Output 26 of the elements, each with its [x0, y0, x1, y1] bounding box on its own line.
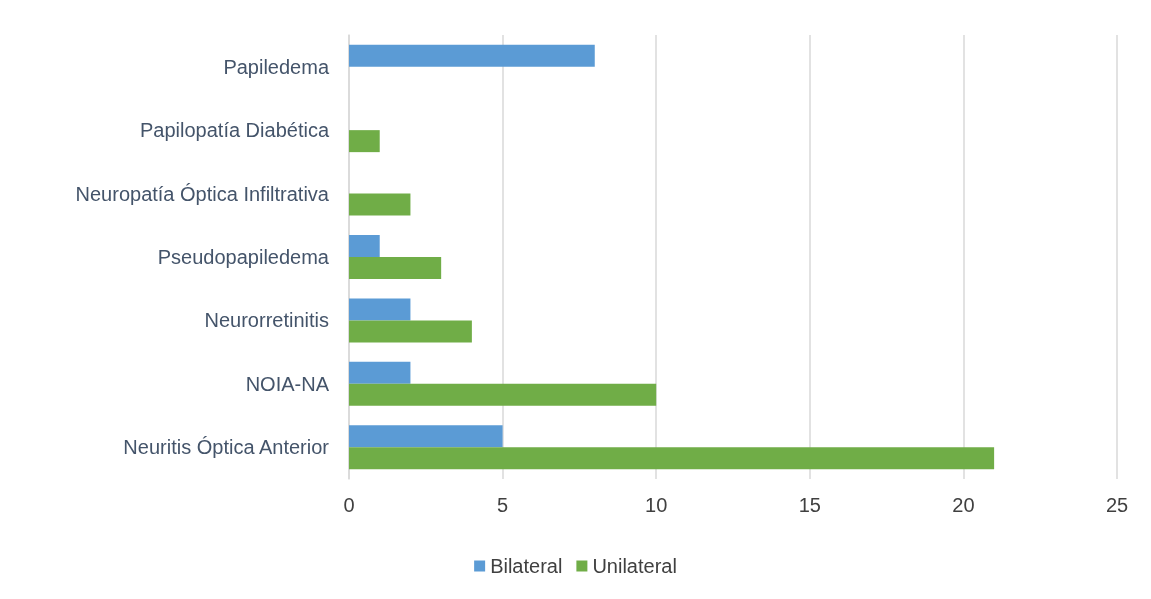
bar [349, 298, 411, 321]
legend-label: Unilateral [592, 555, 677, 577]
bar [349, 447, 995, 470]
bar [349, 320, 472, 343]
y-tick-label: NOIA-NA [245, 372, 330, 395]
y-tick-label: Papilopatía Diabética [139, 119, 330, 142]
x-tick-label: 15 [798, 494, 821, 516]
y-tick-label: Pseudopapiledema [157, 246, 330, 268]
x-tick-label: 10 [645, 494, 668, 516]
bar [349, 44, 595, 67]
y-tick-label: Neuropatía Óptica Infiltrativa [75, 182, 330, 205]
bar [349, 130, 380, 153]
y-tick-label: Neurorretinitis [204, 309, 329, 332]
x-tick-label: 0 [343, 494, 355, 516]
x-tick-label: 20 [952, 494, 975, 516]
bar [349, 425, 503, 448]
bar [349, 383, 657, 406]
y-tick-label: Papiledema [223, 55, 330, 78]
x-tick-label: 5 [497, 494, 509, 516]
bar [349, 235, 380, 257]
bar [349, 257, 442, 279]
y-tick-label: Neuritis Óptica Anterior [123, 436, 330, 459]
x-tick-label: 25 [1105, 494, 1129, 516]
bar [349, 361, 411, 384]
legend-label: Bilateral [490, 555, 563, 577]
bar [349, 193, 411, 216]
